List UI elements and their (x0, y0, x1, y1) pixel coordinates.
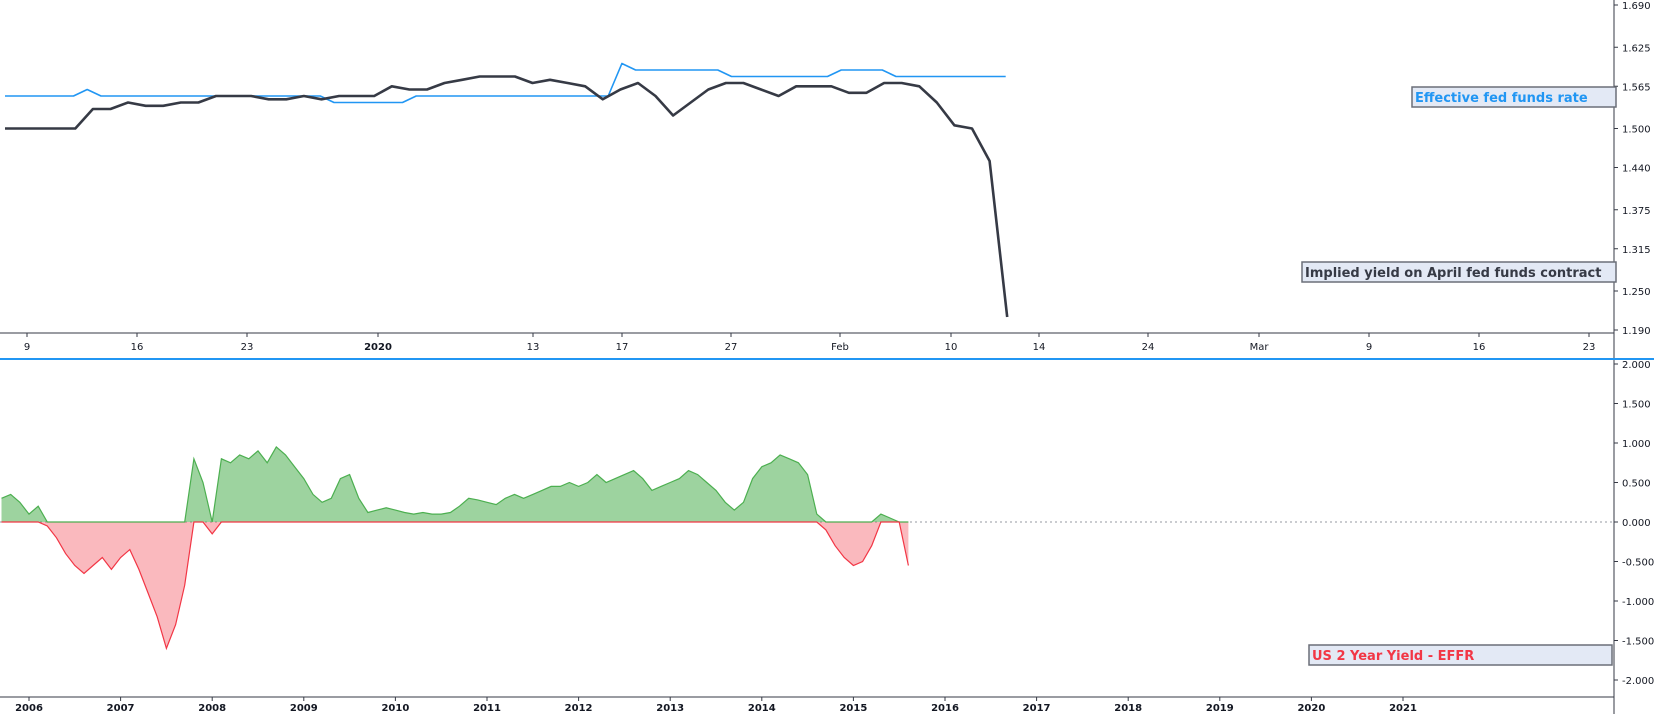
top-y-tick-label: 1.625 (1622, 43, 1651, 54)
label-implied: Implied yield on April fed funds contrac… (1301, 261, 1617, 283)
bottom-y-tick-label: -1.000 (1622, 597, 1654, 608)
bottom-x-tick-label: 2012 (565, 703, 593, 714)
bottom-x-tick-label: 2011 (473, 703, 501, 714)
top-y-tick-label: 1.315 (1622, 245, 1651, 256)
top-x-tick-label: 27 (725, 342, 738, 353)
bottom-y-tick-label: 2.000 (1622, 360, 1651, 371)
top-x-tick-label: Feb (831, 342, 849, 353)
area-negative-outline (1, 521, 909, 651)
top-y-tick-label: 1.250 (1622, 287, 1651, 298)
bottom-y-tick-label: 1.000 (1622, 439, 1651, 450)
bottom-y-tick-label: -1.500 (1622, 637, 1654, 648)
bottom-x-tick-label: 2018 (1114, 703, 1142, 714)
bottom-y-tick-label: -2.000 (1622, 676, 1654, 687)
top-y-tick-label: 1.190 (1622, 326, 1651, 337)
bottom-x-tick-label: 2017 (1023, 703, 1051, 714)
bottom-x-tick-label: 2016 (931, 703, 959, 714)
top-x-tick-label: 16 (1473, 342, 1486, 353)
label-spread: US 2 Year Yield - EFFR (1308, 644, 1613, 666)
bottom-x-tick-label: 2010 (381, 703, 409, 714)
series-line-implied (5, 75, 1009, 318)
label-effr: Effective fed funds rate (1411, 86, 1617, 108)
top-x-tick-label: Mar (1250, 342, 1270, 353)
top-x-tick-label: 23 (1583, 342, 1596, 353)
bottom-x-tick-label: 2015 (839, 703, 867, 714)
top-y-tick-label: 1.565 (1622, 82, 1651, 93)
bottom-y-tick-label: 0.000 (1622, 518, 1651, 529)
bottom-panel: 2.000 1.500 1.000 0.500 0.000 -0.500 -1.000 -1.… (0, 360, 1654, 714)
bottom-x-tick-label: 2014 (748, 703, 776, 714)
top-x-tick-label: 14 (1033, 342, 1046, 353)
series-line-effr (5, 62, 1006, 104)
bottom-x-tick-label: 2021 (1389, 703, 1417, 714)
bottom-y-tick-label: 0.500 (1622, 479, 1651, 490)
area-negative (1, 522, 909, 649)
top-x-tick-label: 10 (945, 342, 958, 353)
area-positive-outline (1, 445, 909, 523)
top-y-tick-label: 1.375 (1622, 206, 1651, 217)
top-x-tick-label: 16 (131, 342, 144, 353)
bottom-x-tick-label: 2019 (1206, 703, 1234, 714)
bottom-x-tick-label: 2020 (1297, 703, 1325, 714)
label-spread-text: US 2 Year Yield - EFFR (1312, 649, 1474, 664)
top-x-tick-label: 9 (1366, 342, 1372, 353)
bottom-x-tick-label: 2013 (656, 703, 684, 714)
top-x-tick-label: 23 (241, 342, 254, 353)
area-positive (1, 446, 909, 522)
top-x-tick-label: 2020 (364, 342, 392, 353)
bottom-y-tick-label: -0.500 (1622, 558, 1654, 569)
top-x-tick-label: 9 (24, 342, 30, 353)
label-implied-text: Implied yield on April fed funds contrac… (1305, 266, 1601, 281)
top-x-tick-label: 13 (527, 342, 540, 353)
top-y-tick-label: 1.440 (1622, 164, 1651, 175)
top-x-tick-label: 24 (1142, 342, 1155, 353)
top-y-tick-label: 1.500 (1622, 125, 1651, 136)
bottom-x-tick-label: 2007 (107, 703, 135, 714)
top-x-tick-label: 17 (616, 342, 629, 353)
bottom-x-tick-label: 2008 (198, 703, 226, 714)
bottom-x-tick-label: 2006 (15, 703, 43, 714)
top-panel: 1.690 1.625 1.565 1.500 1.440 1.375 1.315 1.250… (0, 0, 1651, 359)
top-y-tick-label: 1.690 (1622, 1, 1651, 12)
label-effr-text: Effective fed funds rate (1415, 91, 1588, 106)
bottom-y-tick-label: 1.500 (1622, 400, 1651, 411)
bottom-x-tick-label: 2009 (290, 703, 318, 714)
